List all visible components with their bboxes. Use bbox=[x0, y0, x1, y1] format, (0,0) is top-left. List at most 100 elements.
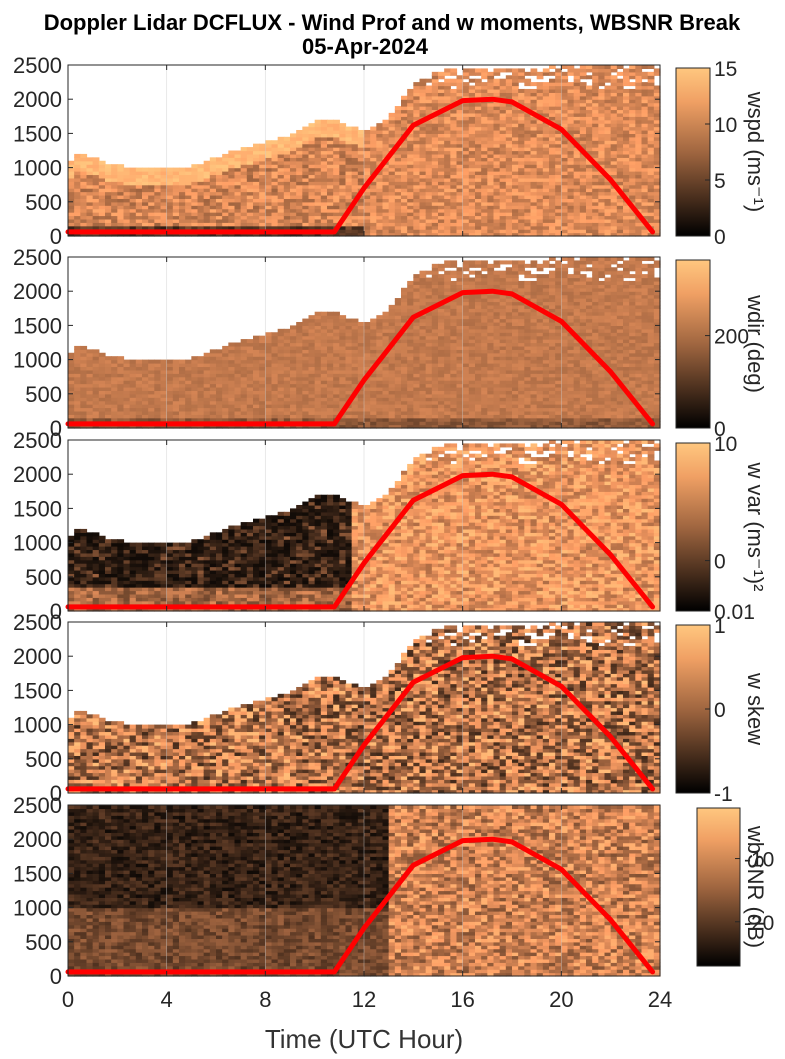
heatmap-cell bbox=[253, 404, 260, 409]
heatmap-cell bbox=[616, 167, 624, 172]
colorbar-tick-label: 15 bbox=[714, 58, 737, 81]
heatmap-cell bbox=[598, 225, 606, 230]
heatmap-cell bbox=[592, 174, 599, 179]
heatmap-cell bbox=[240, 366, 248, 371]
heatmap-cell bbox=[296, 208, 303, 213]
heatmap-cell bbox=[376, 352, 384, 357]
heatmap-cell bbox=[216, 410, 223, 415]
heatmap-cell bbox=[394, 208, 402, 213]
heatmap-cell bbox=[401, 366, 408, 371]
heatmap-cell bbox=[123, 212, 131, 217]
heatmap-cell bbox=[74, 417, 81, 422]
heatmap-cell bbox=[296, 359, 303, 364]
heatmap-cell bbox=[524, 95, 532, 100]
heatmap-cell bbox=[308, 318, 316, 323]
heatmap-cell bbox=[253, 397, 260, 402]
heatmap-cell bbox=[616, 78, 624, 83]
heatmap-cell bbox=[641, 85, 649, 90]
heatmap-cell bbox=[518, 95, 525, 100]
heatmap-cell bbox=[166, 218, 174, 223]
heatmap-cell bbox=[222, 188, 229, 193]
heatmap-cell bbox=[98, 181, 106, 186]
heatmap-cell bbox=[604, 143, 612, 148]
heatmap-cell bbox=[462, 225, 470, 230]
heatmap-cell bbox=[610, 112, 618, 117]
heatmap-cell bbox=[616, 116, 624, 121]
heatmap-cell bbox=[419, 123, 427, 128]
heatmap-cell bbox=[370, 150, 377, 155]
heatmap-cell bbox=[98, 383, 106, 388]
heatmap-cell bbox=[129, 225, 137, 230]
heatmap-cell bbox=[345, 393, 353, 398]
heatmap-cell bbox=[333, 363, 340, 368]
heatmap-cell bbox=[388, 218, 396, 223]
heatmap-cell bbox=[388, 410, 396, 415]
heatmap-cell bbox=[567, 85, 575, 90]
heatmap-cell bbox=[68, 414, 75, 419]
heatmap-cell bbox=[370, 194, 377, 199]
heatmap-cell bbox=[117, 222, 125, 227]
heatmap-cell bbox=[573, 112, 581, 117]
heatmap-cell bbox=[197, 417, 205, 422]
heatmap-cell bbox=[290, 225, 297, 230]
heatmap-cell bbox=[339, 315, 347, 320]
heatmap-cell bbox=[524, 194, 532, 199]
heatmap-cell bbox=[308, 366, 316, 371]
heatmap-cell bbox=[598, 184, 606, 189]
heatmap-cell bbox=[487, 123, 495, 128]
heatmap-cell bbox=[271, 194, 279, 199]
heatmap-cell bbox=[271, 366, 279, 371]
heatmap-cell bbox=[320, 215, 328, 220]
heatmap-cell bbox=[530, 181, 538, 186]
heatmap-cell bbox=[234, 369, 242, 374]
heatmap-cell bbox=[246, 356, 254, 361]
heatmap-cell bbox=[240, 380, 248, 385]
heatmap-cell bbox=[339, 417, 347, 422]
heatmap-cell bbox=[567, 71, 575, 76]
heatmap-cell bbox=[283, 171, 291, 176]
heatmap-cell bbox=[530, 88, 538, 93]
heatmap-cell bbox=[148, 383, 155, 388]
heatmap-cell bbox=[86, 205, 94, 210]
heatmap-cell bbox=[579, 126, 587, 131]
heatmap-cell bbox=[487, 102, 495, 107]
heatmap-cell bbox=[475, 201, 482, 206]
heatmap-cell bbox=[277, 342, 285, 347]
heatmap-cell bbox=[296, 225, 303, 230]
heatmap-cell bbox=[499, 215, 507, 220]
heatmap-cell bbox=[542, 123, 550, 128]
heatmap-cell bbox=[641, 133, 649, 138]
heatmap-cell bbox=[388, 181, 396, 186]
heatmap-cell bbox=[475, 177, 482, 182]
heatmap-cell bbox=[135, 400, 143, 405]
heatmap-cell bbox=[431, 174, 439, 179]
heatmap-cell bbox=[302, 390, 310, 395]
heatmap-cell bbox=[357, 218, 365, 223]
heatmap-cell bbox=[265, 342, 273, 347]
heatmap-cell bbox=[111, 404, 118, 409]
heatmap-cell bbox=[419, 177, 427, 182]
heatmap-cell bbox=[216, 369, 223, 374]
heatmap-cell bbox=[290, 424, 297, 429]
heatmap-cell bbox=[549, 208, 556, 213]
heatmap-cell bbox=[185, 380, 192, 385]
heatmap-cell bbox=[351, 136, 359, 141]
heatmap-cell bbox=[148, 191, 155, 196]
heatmap-cell bbox=[524, 116, 532, 121]
heatmap-cell bbox=[481, 194, 488, 199]
heatmap-cell bbox=[117, 205, 125, 210]
heatmap-cell bbox=[450, 99, 458, 104]
heatmap-cell bbox=[438, 212, 445, 217]
heatmap-cell bbox=[462, 126, 470, 131]
heatmap-cell bbox=[166, 212, 174, 217]
heatmap-cell bbox=[444, 181, 451, 186]
heatmap-cell bbox=[246, 386, 254, 391]
heatmap-cell bbox=[135, 376, 143, 381]
heatmap-cell bbox=[302, 201, 310, 206]
heatmap-cell bbox=[302, 321, 310, 326]
heatmap-cell bbox=[92, 212, 100, 217]
heatmap-cell bbox=[382, 222, 390, 227]
heatmap-cell bbox=[74, 404, 81, 409]
heatmap-cell bbox=[117, 417, 125, 422]
heatmap-cell bbox=[407, 92, 414, 97]
